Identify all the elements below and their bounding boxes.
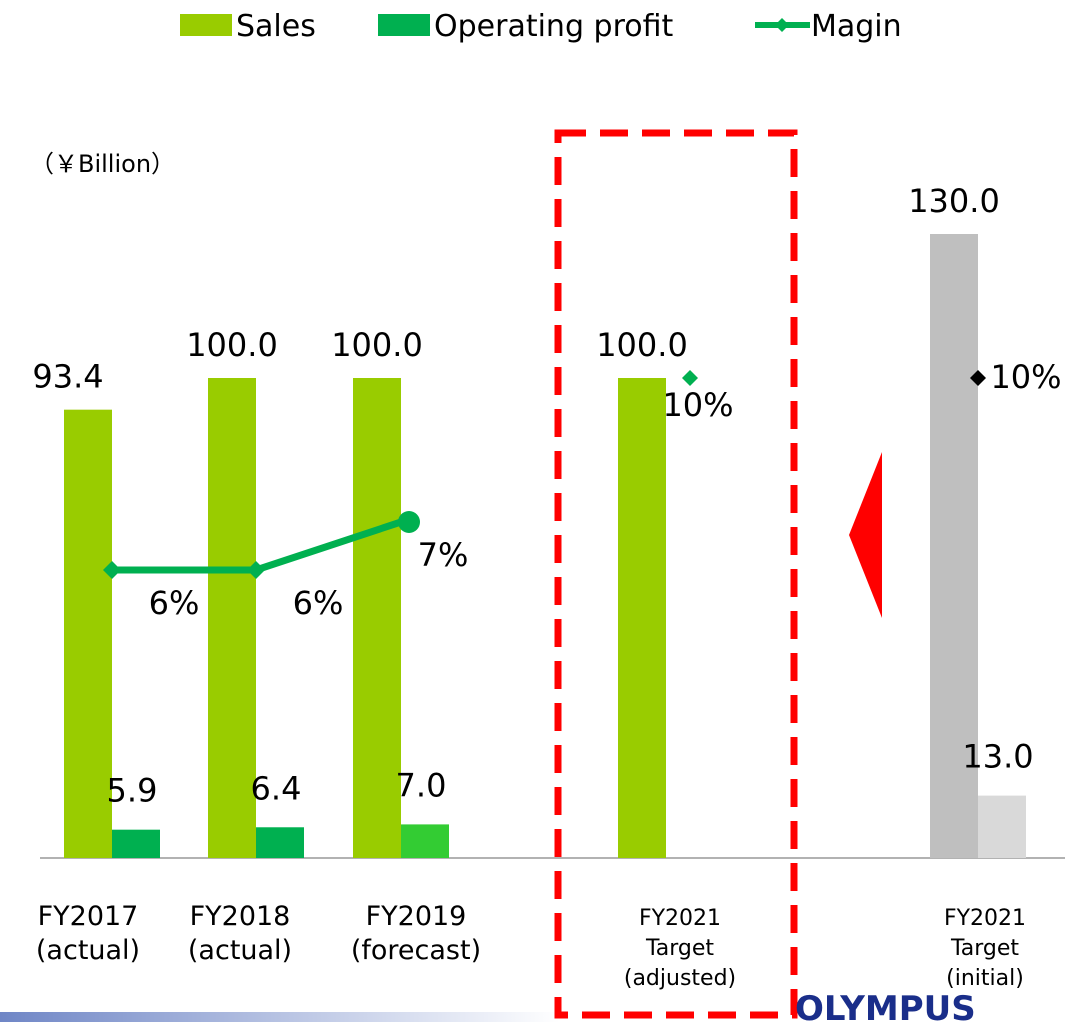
legend-swatch — [378, 14, 430, 36]
x-tick-label: FY2017 (actual) — [36, 901, 140, 966]
legend-label: Magin — [811, 9, 902, 44]
margin-point — [970, 370, 986, 386]
margin-point — [682, 370, 698, 386]
sales-bar — [353, 378, 401, 858]
sales-label: 130.0 — [908, 182, 1000, 220]
profit-label: 6.4 — [251, 769, 302, 807]
profit-bar — [401, 824, 449, 858]
sales-bar — [208, 378, 256, 858]
logo: OLYMPUS — [795, 989, 976, 1022]
profit-label: 5.9 — [107, 772, 158, 810]
x-tick-label: FY2021 Target (adjusted) — [624, 906, 736, 991]
margin-label: 10% — [990, 358, 1061, 396]
sales-bar — [64, 409, 112, 858]
sales-label: 100.0 — [186, 326, 278, 364]
x-tick-label: FY2019 (forecast) — [351, 901, 481, 966]
margin-point — [103, 561, 121, 579]
legend-swatch — [180, 14, 232, 36]
legend-label: Operating profit — [434, 9, 673, 44]
unit-label: （￥Billion） — [30, 150, 175, 178]
highlight-box — [554, 129, 798, 1019]
x-tick-label: FY2018 (actual) — [188, 901, 292, 966]
margin-label: 7% — [418, 536, 469, 574]
footer-band — [0, 1012, 560, 1022]
sales-label: 100.0 — [596, 326, 688, 364]
sales-label: 93.4 — [32, 358, 103, 396]
arrow — [849, 452, 882, 618]
legend-swatch — [775, 18, 789, 32]
sales-bar — [930, 234, 978, 858]
margin-label: 6% — [293, 584, 344, 622]
profit-label: 13.0 — [962, 738, 1033, 776]
margin-point — [247, 561, 265, 579]
profit-bar — [112, 829, 160, 858]
profit-label: 7.0 — [396, 766, 447, 804]
profit-bar — [256, 827, 304, 858]
sales-label: 100.0 — [331, 326, 423, 364]
legend-label: Sales — [236, 9, 316, 44]
margin-point — [398, 511, 420, 533]
profit-bar — [978, 795, 1026, 858]
margin-label: 10% — [662, 386, 733, 424]
x-tick-label: FY2021 Target (initial) — [944, 906, 1026, 991]
margin-label: 6% — [149, 584, 200, 622]
sales-bar — [618, 378, 666, 858]
